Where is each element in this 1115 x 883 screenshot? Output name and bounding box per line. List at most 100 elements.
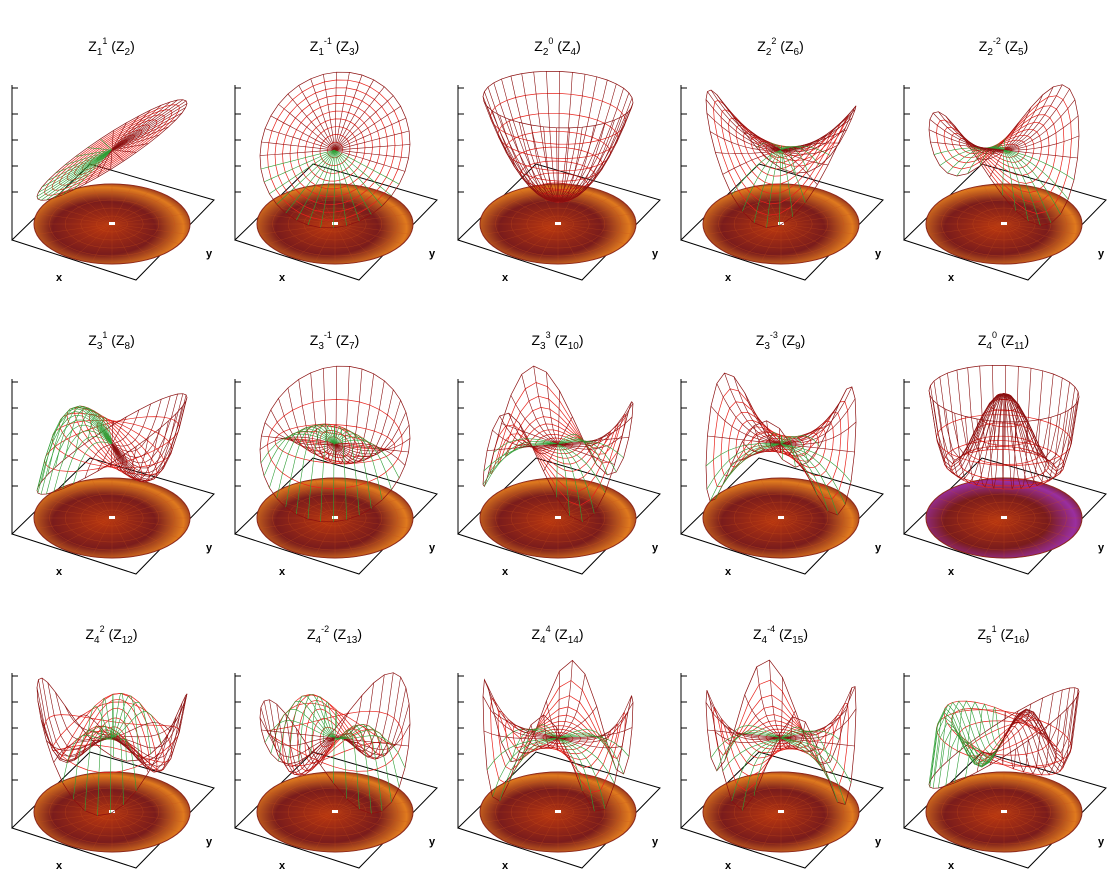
mesh-spoke (492, 737, 559, 797)
map-spoke (334, 517, 391, 547)
mesh-spoke (110, 443, 113, 468)
surface-mesh (705, 89, 857, 228)
mesh-spoke (557, 443, 583, 523)
map-spoke (334, 507, 411, 519)
y-axis-label: y (652, 248, 659, 260)
mesh-ring (936, 414, 1072, 466)
mesh-spoke (557, 416, 633, 445)
mesh-spoke (111, 406, 183, 482)
x-axis-label: x (725, 272, 732, 284)
mesh-spoke (259, 436, 336, 450)
mesh-spoke (55, 149, 113, 174)
panel-title: Z51 (Z16) (977, 624, 1030, 646)
mesh-spoke (510, 75, 559, 201)
mesh-spoke (780, 146, 809, 173)
x-axis-label: x (279, 272, 286, 284)
mesh-spoke (278, 398, 336, 452)
mesh-spoke (557, 433, 586, 445)
mesh-spoke (334, 723, 411, 750)
map-spoke (1003, 507, 1080, 519)
mesh-spoke (780, 129, 847, 151)
map-spoke (56, 223, 113, 253)
map-spoke (557, 773, 579, 813)
mesh-spoke (530, 443, 559, 455)
mesh-spoke (41, 406, 113, 482)
map-spoke (334, 223, 375, 259)
mesh-spoke (1002, 737, 1005, 765)
map-spoke (334, 213, 411, 225)
mesh-spoke (533, 365, 559, 445)
mesh-spoke (556, 443, 559, 498)
mesh-spoke (779, 149, 782, 226)
mesh-spoke (976, 393, 1005, 488)
mesh-spoke (557, 437, 629, 445)
mesh-spoke (111, 717, 178, 739)
mesh-spoke (97, 443, 113, 472)
mesh-spoke (557, 412, 629, 447)
panel-title: Z4-2 (Z13) (306, 624, 363, 646)
map-spoke (936, 517, 1005, 539)
mesh-spoke (1003, 149, 1061, 215)
mesh-spoke (929, 119, 1005, 151)
panel-z11: Z40 (Z11) x y (892, 294, 1115, 588)
map-spoke (111, 507, 188, 519)
panel-z15: Z4-4 (Z15) x y (669, 588, 892, 882)
map-spoke (557, 203, 626, 225)
mesh-spoke (334, 72, 337, 151)
mesh-ring (259, 672, 411, 814)
map-center-marker (555, 222, 561, 225)
map-spoke (518, 811, 559, 847)
map-spoke (1003, 195, 1060, 225)
map-spoke (780, 783, 837, 813)
mesh-spoke (334, 433, 383, 501)
panel-z16: Z51 (Z16) x y (892, 588, 1115, 882)
map-spoke (780, 213, 857, 225)
mesh-spoke (705, 443, 782, 467)
map-spoke (964, 777, 1005, 813)
map-spoke (537, 811, 559, 851)
mesh-spoke (278, 104, 336, 151)
map-spoke (1003, 223, 1044, 259)
mesh-spoke (334, 425, 347, 520)
mesh-spoke (487, 443, 559, 451)
y-axis-label: y (1098, 542, 1105, 554)
map-spoke (334, 811, 403, 833)
mesh-spoke (510, 395, 559, 445)
mesh-spoke (334, 428, 360, 516)
mesh-spoke (543, 126, 559, 203)
map-spoke (537, 773, 559, 813)
mesh-spoke (1003, 99, 1076, 151)
map-center-marker (778, 810, 784, 813)
mesh-spoke (780, 443, 855, 453)
map-spoke (295, 811, 336, 847)
mesh-spoke (36, 411, 113, 491)
mesh-spoke (731, 149, 782, 195)
mesh-spoke (780, 386, 853, 445)
mesh-spoke (487, 686, 559, 739)
mesh-spoke (483, 443, 559, 472)
panel-title: Z2-2 (Z5) (978, 36, 1029, 58)
map-spoke (713, 517, 782, 539)
map-spoke (111, 223, 133, 263)
mesh-spoke (111, 409, 140, 445)
x-axis-label: x (56, 272, 63, 284)
mesh-spoke (37, 414, 113, 494)
mesh-spoke (264, 720, 336, 743)
map-spoke (948, 517, 1005, 547)
mesh-spoke (307, 149, 336, 226)
map-spoke (36, 223, 113, 235)
base-plane (903, 457, 1107, 575)
map-spoke (557, 517, 579, 557)
map-spoke (111, 811, 188, 823)
map-spoke (91, 185, 113, 225)
mesh-spoke (111, 692, 127, 762)
mesh-spoke (334, 400, 401, 460)
map-spoke (780, 791, 849, 813)
mesh-spoke (710, 89, 782, 151)
mesh-spoke (111, 711, 162, 744)
map-spoke (279, 517, 336, 547)
map-center-marker (109, 222, 115, 225)
map-spoke (502, 811, 559, 841)
map-spoke (780, 773, 802, 813)
mesh-spoke (533, 71, 559, 201)
